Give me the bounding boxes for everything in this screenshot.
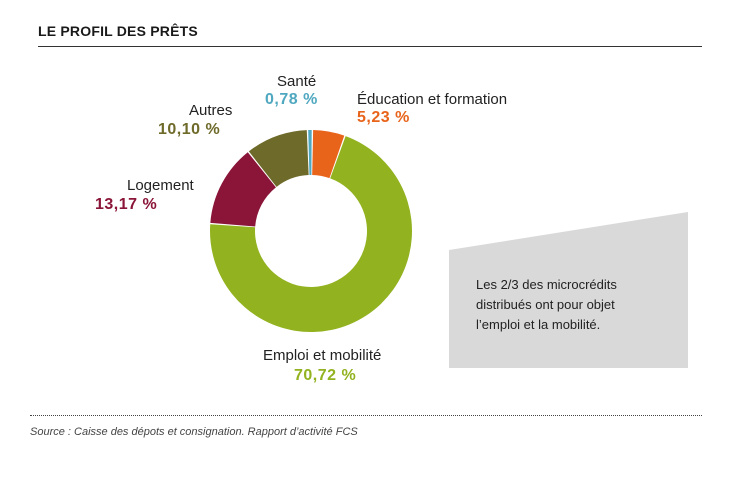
note-line: distribués ont pour objet <box>476 297 615 312</box>
note-line: l’emploi et la mobilité. <box>476 317 601 332</box>
slice-value-education: 5,23 % <box>357 109 410 126</box>
slice-value-logement: 13,17 % <box>95 196 158 213</box>
note-panel-shape <box>449 212 688 368</box>
donut-slices <box>210 130 413 332</box>
donut-slice <box>308 130 312 176</box>
slice-label-autres: Autres <box>189 102 233 119</box>
slice-value-sante: 0,78 % <box>265 91 318 108</box>
slice-value-autres: 10,10 % <box>158 121 221 138</box>
title-divider <box>38 46 702 47</box>
donut-slice <box>312 130 345 179</box>
slice-value-emploi: 70,72 % <box>294 367 357 384</box>
slice-label-sante: Santé <box>277 73 317 90</box>
donut-slice <box>210 136 413 332</box>
slice-label-education: Éducation et formation <box>357 91 508 108</box>
donut-slice <box>248 130 309 187</box>
source-divider <box>30 415 702 416</box>
donut-slice <box>210 152 276 227</box>
slice-label-emploi: Emploi et mobilité <box>263 347 382 364</box>
slice-label-logement: Logement <box>127 177 194 194</box>
source-note: Source : Caisse des dépots et consignati… <box>30 426 358 438</box>
chart-title: LE PROFIL DES PRÊTS <box>38 23 198 39</box>
note-line: Les 2/3 des microcrédits <box>476 277 617 292</box>
